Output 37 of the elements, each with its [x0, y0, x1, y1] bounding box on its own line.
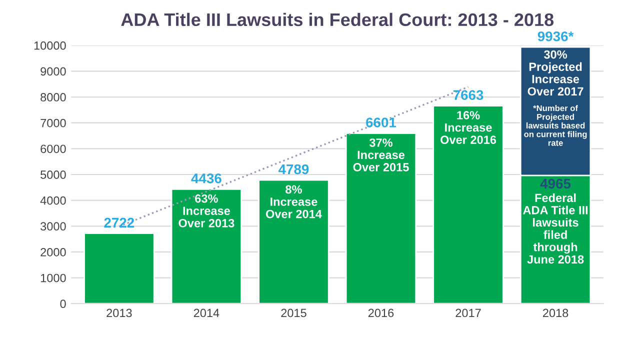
bar — [84, 232, 155, 304]
data-label: 2722 — [104, 218, 134, 228]
bar — [258, 179, 330, 304]
y-tick-label: 4000 — [40, 196, 66, 205]
data-label: 4965 — [540, 178, 571, 189]
annotation: *Number of Projected lawsuits based on current filing rate — [524, 105, 587, 146]
y-tick-label: 10000 — [34, 41, 66, 50]
bar — [345, 132, 417, 304]
bar — [170, 188, 242, 304]
y-tick-label: 2000 — [40, 248, 66, 256]
y-tick-label: 6000 — [40, 144, 66, 154]
annotation: 37% Increase Over 2015 — [353, 138, 409, 172]
data-label: 7663 — [453, 90, 484, 100]
y-tick-label: 9000 — [40, 67, 66, 76]
y-tick-label: 8000 — [40, 93, 66, 102]
y-tick-label: 7000 — [40, 118, 66, 128]
x-tick-label: 2015 — [281, 308, 306, 318]
data-label: 6601 — [366, 118, 396, 128]
annotation: 30% Projected Increase Over 2017 — [528, 50, 584, 96]
total-label: 9936* — [538, 31, 574, 42]
bar — [432, 105, 504, 304]
annotation: 16% Increase Over 2016 — [440, 111, 496, 144]
y-tick-label: 3000 — [40, 222, 66, 231]
chart-title: ADA Title III Lawsuits in Federal Court: 2013 - 2018 — [121, 12, 554, 26]
x-tick-label: 2016 — [368, 308, 394, 318]
annotation: 8% Increase Over 2014 — [266, 185, 322, 218]
y-tick-label: 1000 — [40, 274, 66, 282]
x-tick-label: 2017 — [456, 308, 481, 318]
annotation: 63% Increase Over 2013 — [178, 194, 234, 228]
data-label: 4789 — [278, 164, 309, 174]
x-tick-label: 2013 — [106, 308, 132, 318]
x-tick-label: 2014 — [194, 308, 220, 318]
annotation: Federal ADA Title III lawsuits filed through June 2018 — [523, 193, 588, 264]
y-tick-label: 5000 — [40, 170, 66, 179]
y-tick-label: 0 — [60, 300, 66, 308]
x-tick-label: 2018 — [542, 308, 568, 318]
data-label: 4436 — [191, 173, 222, 184]
